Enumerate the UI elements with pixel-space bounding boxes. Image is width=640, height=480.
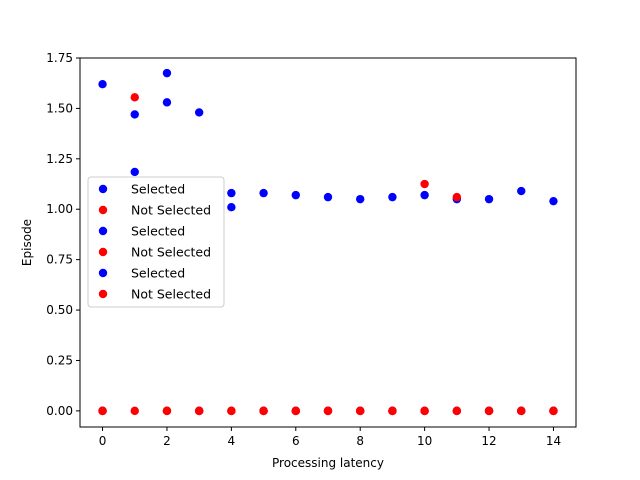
y-tick-label: 1.25 xyxy=(46,152,73,166)
legend-label: Selected xyxy=(131,182,185,197)
data-points xyxy=(98,68,558,416)
y-tick-label: 1.75 xyxy=(46,51,73,65)
data-point-series-6-8 xyxy=(388,406,397,416)
x-axis-ticks: 0 2 4 6 8 10 12 14 xyxy=(99,427,561,448)
legend-marker xyxy=(98,268,108,278)
plot-area-frame xyxy=(79,57,577,428)
data-point-series-1-8 xyxy=(356,194,365,204)
data-point-series-1-9 xyxy=(388,192,397,202)
data-point-series-6-7 xyxy=(356,406,365,416)
legend-marker xyxy=(98,247,108,257)
data-point-series-1-6 xyxy=(291,190,300,200)
y-tick-label: 1.00 xyxy=(46,202,73,216)
data-point-series-1-10 xyxy=(420,190,429,200)
data-point-series-1-7 xyxy=(323,192,333,202)
legend-marker xyxy=(98,205,108,215)
x-tick-label: 12 xyxy=(481,434,496,448)
data-point-series-1-1 xyxy=(130,110,139,119)
data-point-series-1-12 xyxy=(484,194,494,204)
data-point-series-4-1 xyxy=(130,406,139,416)
legend-box xyxy=(87,176,225,308)
y-tick-label: 0.25 xyxy=(46,353,73,367)
data-point-series-6-1 xyxy=(162,406,172,416)
data-point-series-1-4 xyxy=(227,188,236,198)
legend-marker xyxy=(98,184,108,194)
legend-label: Selected xyxy=(131,266,185,281)
legend-marker xyxy=(98,226,108,236)
data-point-series-6-13 xyxy=(549,406,558,416)
x-tick-label: 8 xyxy=(356,434,364,448)
x-tick-label: 14 xyxy=(546,434,561,448)
x-tick-label: 2 xyxy=(163,434,171,448)
data-point-series-6-4 xyxy=(259,406,268,416)
data-point-series-2-10 xyxy=(420,179,429,189)
legend: Selected Not Selected Selected Not Selected… xyxy=(87,176,225,308)
data-point-series-3-1 xyxy=(130,167,139,177)
data-point-series-3-4 xyxy=(227,203,236,212)
y-axis-label: Episode xyxy=(20,219,34,266)
data-point-series-6-5 xyxy=(291,406,300,416)
data-point-series-1-14 xyxy=(549,196,558,206)
data-point-series-1-0 xyxy=(98,80,107,89)
data-point-series-6-12 xyxy=(517,406,526,416)
legend-label: Not Selected xyxy=(131,287,211,302)
data-point-series-6-10 xyxy=(452,406,462,416)
y-tick-label: 0.00 xyxy=(46,404,73,418)
x-axis-label: Processing latency xyxy=(272,456,384,470)
data-point-series-1-13 xyxy=(517,186,526,196)
data-point-series-6-2 xyxy=(194,406,204,416)
x-tick-label: 0 xyxy=(99,434,107,448)
y-axis-ticks: 0.00 0.25 0.50 0.75 1.00 1.25 1.50 1.75 xyxy=(46,51,80,418)
data-point-series-6-11 xyxy=(484,406,494,416)
legend-marker xyxy=(98,289,108,299)
legend-label: Not Selected xyxy=(131,203,211,218)
data-point-series-1-2 xyxy=(162,98,172,107)
data-point-series-6-0 xyxy=(98,406,107,416)
data-point-series-6-6 xyxy=(323,406,333,416)
data-point-series-2-1 xyxy=(130,93,139,102)
y-tick-label: 0.50 xyxy=(46,303,73,317)
legend-label: Selected xyxy=(131,224,185,239)
data-point-series-2-11 xyxy=(452,192,462,202)
x-tick-label: 6 xyxy=(292,434,300,448)
y-tick-label: 0.75 xyxy=(46,253,73,267)
data-point-series-6-3 xyxy=(227,406,236,416)
x-tick-label: 4 xyxy=(228,434,236,448)
data-point-series-3-2 xyxy=(162,68,172,78)
data-point-series-1-5 xyxy=(259,188,268,198)
y-tick-label: 1.50 xyxy=(46,101,73,115)
data-point-series-6-9 xyxy=(420,406,429,416)
x-tick-label: 10 xyxy=(417,434,432,448)
data-point-series-1-3 xyxy=(194,108,204,117)
legend-label: Not Selected xyxy=(131,245,211,260)
